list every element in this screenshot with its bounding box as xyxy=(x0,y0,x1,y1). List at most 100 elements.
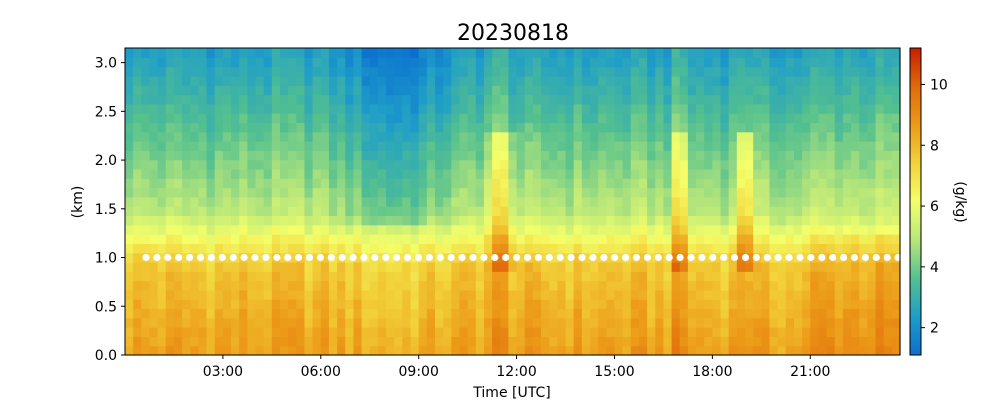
heatmap-cell xyxy=(272,150,281,160)
heatmap-cell xyxy=(867,76,876,86)
heatmap-cell xyxy=(647,318,656,328)
heatmap-cell xyxy=(721,215,730,225)
heatmap-cell xyxy=(761,271,770,281)
heatmap-cell xyxy=(256,48,265,58)
heatmap-cell xyxy=(525,225,534,235)
heatmap-cell xyxy=(647,104,656,114)
heatmap-cell xyxy=(362,271,371,281)
heatmap-cell xyxy=(647,67,656,77)
heatmap-cell xyxy=(296,336,305,346)
heatmap-cell xyxy=(851,57,860,67)
heatmap-cell xyxy=(313,318,322,328)
heatmap-cell xyxy=(672,290,681,300)
heatmap-cell xyxy=(256,234,265,244)
marker-dot xyxy=(153,254,160,261)
heatmap-cell xyxy=(672,141,681,151)
heatmap-cell xyxy=(696,122,705,132)
heatmap-cell xyxy=(663,132,672,142)
heatmap-cell xyxy=(566,150,575,160)
heatmap-cell xyxy=(321,104,330,114)
heatmap-cell xyxy=(443,243,452,253)
heatmap-cell xyxy=(231,197,240,207)
heatmap-cell xyxy=(149,271,158,281)
heatmap-cell xyxy=(623,318,632,328)
heatmap-cell xyxy=(402,206,411,216)
heatmap-cell xyxy=(296,178,305,188)
heatmap-cell xyxy=(223,299,232,309)
heatmap-cell xyxy=(321,169,330,179)
heatmap-cell xyxy=(288,225,297,235)
heatmap-cell xyxy=(427,299,436,309)
heatmap-cell xyxy=(753,188,762,198)
heatmap-cell xyxy=(402,308,411,318)
heatmap-cell xyxy=(141,188,150,198)
heatmap-cell xyxy=(190,48,199,58)
heatmap-cell xyxy=(353,95,362,105)
heatmap-cell xyxy=(639,308,648,318)
heatmap-cell xyxy=(761,160,770,170)
heatmap-cell xyxy=(721,299,730,309)
heatmap-cell xyxy=(459,299,468,309)
heatmap-cell xyxy=(459,113,468,123)
heatmap-cell xyxy=(313,262,322,272)
heatmap-cell xyxy=(484,299,493,309)
heatmap-cell xyxy=(508,150,517,160)
heatmap-cell xyxy=(166,150,175,160)
heatmap-cell xyxy=(133,336,142,346)
heatmap-cell xyxy=(753,271,762,281)
heatmap-cell xyxy=(321,225,330,235)
heatmap-cell xyxy=(362,132,371,142)
heatmap-cell xyxy=(239,85,248,95)
heatmap-cell xyxy=(745,206,754,216)
heatmap-cell xyxy=(345,281,354,291)
heatmap-cell xyxy=(745,281,754,291)
heatmap-cell xyxy=(566,132,575,142)
heatmap-cell xyxy=(590,225,599,235)
heatmap-cell xyxy=(239,169,248,179)
heatmap-cell xyxy=(207,243,216,253)
heatmap-cell xyxy=(557,234,566,244)
heatmap-cell xyxy=(345,113,354,123)
heatmap-cell xyxy=(158,243,167,253)
heatmap-cell xyxy=(353,262,362,272)
heatmap-cell xyxy=(166,308,175,318)
heatmap-cell xyxy=(500,160,509,170)
heatmap-cell xyxy=(517,336,526,346)
heatmap-cell xyxy=(818,95,827,105)
heatmap-cell xyxy=(435,290,444,300)
heatmap-cell xyxy=(247,346,256,356)
heatmap-cell xyxy=(272,336,281,346)
heatmap-cell xyxy=(729,132,738,142)
heatmap-cell xyxy=(631,225,640,235)
heatmap-cell xyxy=(631,122,640,132)
heatmap-cell xyxy=(313,188,322,198)
heatmap-cell xyxy=(288,113,297,123)
heatmap-cell xyxy=(468,48,477,58)
heatmap-cell xyxy=(696,206,705,216)
heatmap-cell xyxy=(696,308,705,318)
heatmap-cell xyxy=(296,85,305,95)
heatmap-cell xyxy=(843,243,852,253)
marker-dot xyxy=(328,254,335,261)
heatmap-cell xyxy=(190,336,199,346)
heatmap-cell xyxy=(476,225,485,235)
heatmap-cell xyxy=(345,262,354,272)
heatmap-cell xyxy=(427,243,436,253)
heatmap-cell xyxy=(492,113,501,123)
heatmap-cell xyxy=(623,290,632,300)
heatmap-cell xyxy=(345,188,354,198)
heatmap-cell xyxy=(712,243,721,253)
heatmap-cell xyxy=(231,215,240,225)
heatmap-cell xyxy=(794,95,803,105)
heatmap-cell xyxy=(680,281,689,291)
heatmap-cell xyxy=(468,299,477,309)
heatmap-cell xyxy=(761,308,770,318)
heatmap-cell xyxy=(158,234,167,244)
heatmap-cell xyxy=(459,206,468,216)
heatmap-cell xyxy=(859,104,868,114)
heatmap-cell xyxy=(818,57,827,67)
heatmap-cell xyxy=(810,188,819,198)
heatmap-cell xyxy=(459,271,468,281)
heatmap-cell xyxy=(435,197,444,207)
heatmap-cell xyxy=(459,104,468,114)
